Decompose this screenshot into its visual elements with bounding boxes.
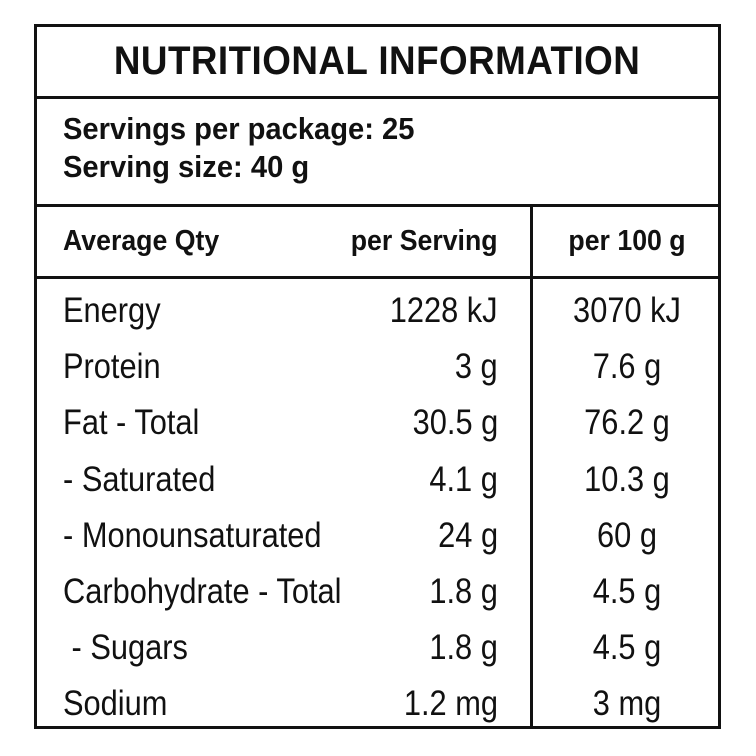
table-row: Energy 1228 kJ 3070 kJ (37, 283, 718, 339)
column-divider (530, 207, 533, 729)
table-row: - Monounsaturated 24 g 60 g (37, 508, 718, 564)
row-per-100g-saturated: 10.3 g (584, 459, 670, 499)
row-label-monounsaturated: - Monounsaturated (63, 515, 322, 555)
row-per-serving-carbohydrate-total: 1.8 g (429, 571, 498, 611)
row-per-serving-fat-total: 30.5 g (412, 403, 498, 443)
title-row: NUTRITIONAL INFORMATION (37, 27, 718, 99)
nutrition-panel: NUTRITIONAL INFORMATION Servings per pac… (34, 24, 721, 729)
row-per-100g-fat-total: 76.2 g (584, 403, 670, 443)
row-label-protein: Protein (63, 347, 161, 387)
servings-per-package: Servings per package: 25 (63, 111, 415, 146)
row-label-sodium: Sodium (63, 684, 168, 724)
row-label-carbohydrate-total: Carbohydrate - Total (63, 571, 342, 611)
table-body: Energy 1228 kJ 3070 kJ Protein 3 g 7.6 g… (37, 279, 718, 733)
serving-info: Servings per package: 25 Serving size: 4… (37, 99, 718, 207)
row-per-100g-sugars: 4.5 g (592, 628, 662, 668)
row-per-100g-energy: 3070 kJ (573, 291, 681, 330)
row-per-serving-energy: 1228 kJ (390, 291, 498, 330)
table-row: Protein 3 g 7.6 g (37, 339, 718, 395)
row-label-saturated: - Saturated (63, 459, 216, 499)
row-label-energy: Energy (63, 291, 161, 330)
panel-title: NUTRITIONAL INFORMATION (114, 39, 641, 83)
table-row: - Sugars 1.8 g 4.5 g (37, 620, 718, 676)
row-per-100g-protein: 7.6 g (592, 347, 662, 387)
nutrition-table: Average Qty per Serving per 100 g Energy… (37, 207, 718, 729)
row-per-serving-protein: 3 g (455, 347, 498, 387)
row-per-serving-saturated: 4.1 g (429, 459, 498, 499)
row-per-serving-sodium: 1.2 mg (403, 684, 498, 724)
serving-size: Serving size: 40 g (63, 149, 310, 184)
table-header-row: Average Qty per Serving per 100 g (37, 207, 718, 279)
row-label-fat-total: Fat - Total (63, 403, 200, 443)
row-per-100g-sodium: 3 mg (592, 684, 662, 724)
row-per-serving-monounsaturated: 24 g (438, 515, 498, 555)
row-per-100g-monounsaturated: 60 g (597, 515, 657, 555)
table-row: Sodium 1.2 mg 3 mg (37, 676, 718, 732)
row-per-100g-carbohydrate-total: 4.5 g (592, 571, 662, 611)
header-average-qty: Average Qty (63, 225, 220, 257)
header-per-100g: per 100 g (568, 225, 686, 257)
table-row: - Saturated 4.1 g 10.3 g (37, 452, 718, 508)
table-row: Fat - Total 30.5 g 76.2 g (37, 395, 718, 451)
header-per-serving: per Serving (351, 225, 498, 257)
row-label-sugars: - Sugars (63, 628, 188, 668)
row-per-serving-sugars: 1.8 g (429, 628, 498, 668)
table-row: Carbohydrate - Total 1.8 g 4.5 g (37, 564, 718, 620)
